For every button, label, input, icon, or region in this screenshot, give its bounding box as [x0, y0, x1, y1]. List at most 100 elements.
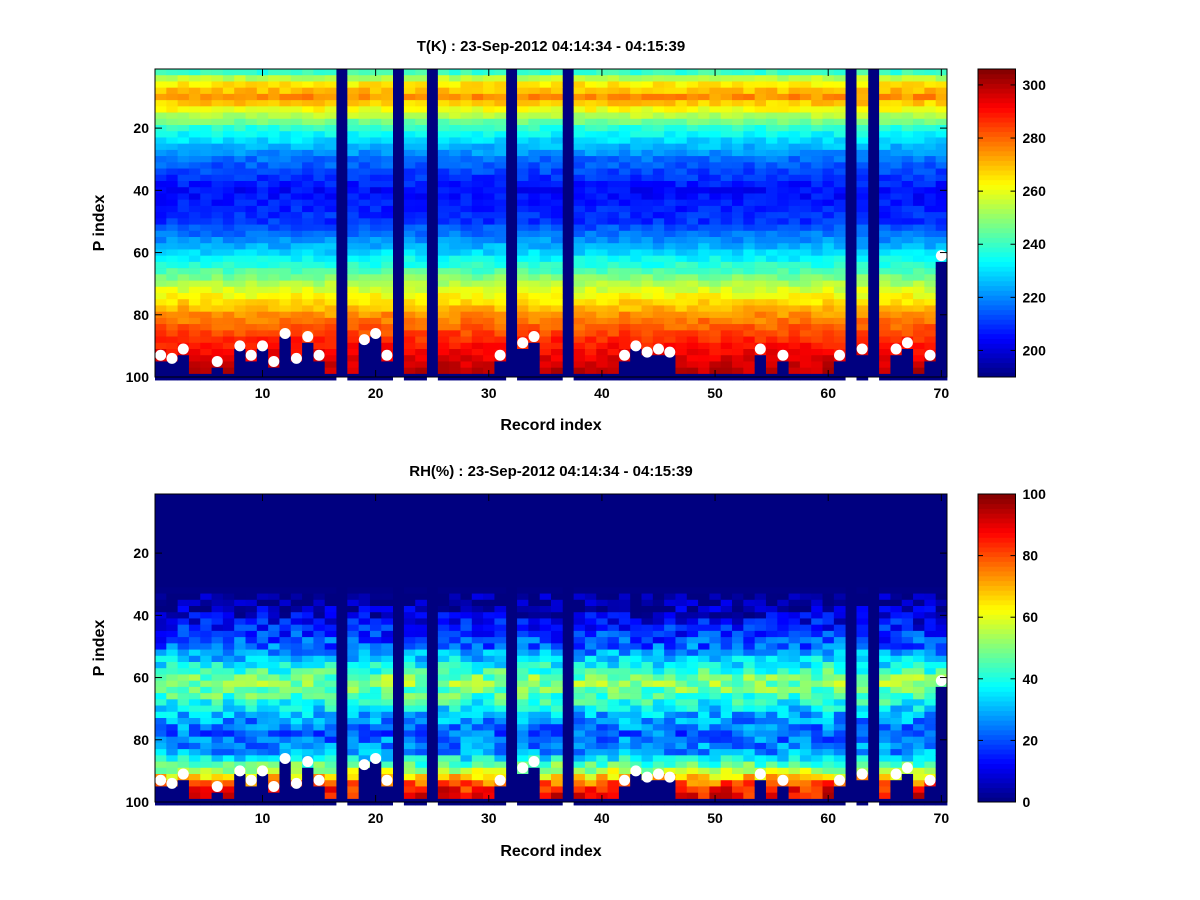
heatmap-cell	[437, 137, 450, 144]
heatmap-cell	[856, 355, 869, 362]
heatmap-cell	[369, 324, 382, 331]
heatmap-cell	[403, 187, 416, 194]
heatmap-cell	[449, 75, 461, 82]
heatmap-cell	[539, 112, 552, 120]
heatmap-cell	[618, 199, 631, 207]
heatmap-cell	[483, 293, 495, 300]
heatmap-cell	[732, 181, 744, 188]
heatmap-cell	[313, 317, 326, 325]
heatmap-cell	[347, 349, 360, 356]
heatmap-cell	[573, 286, 586, 294]
heatmap-cell	[517, 280, 529, 288]
heatmap-cell	[551, 69, 563, 76]
heatmap-cell	[403, 286, 416, 294]
heatmap-cell	[234, 599, 246, 607]
heatmap-cell	[460, 342, 473, 350]
heatmap-cell	[415, 593, 427, 601]
heatmap-cell	[596, 81, 608, 88]
heatmap-cell	[573, 349, 586, 356]
heatmap-cell	[166, 643, 179, 650]
heatmap-cell	[290, 174, 303, 182]
heatmap-cell	[630, 149, 642, 157]
heatmap-cell	[528, 69, 541, 76]
heatmap-cell	[765, 268, 778, 275]
heatmap-cell	[517, 562, 529, 569]
heatmap-cell	[177, 537, 190, 545]
heatmap-cell	[799, 299, 812, 306]
heatmap-cell	[234, 587, 246, 594]
heatmap-cell	[709, 293, 722, 300]
heatmap-cell	[471, 317, 484, 325]
heatmap-cell	[698, 218, 710, 225]
heatmap-cell	[551, 349, 563, 356]
heatmap-cell	[471, 305, 484, 312]
heatmap-cell	[460, 711, 473, 719]
heatmap-cell	[381, 112, 393, 120]
heatmap-cell	[222, 618, 235, 625]
heatmap-cell	[313, 367, 326, 375]
heatmap-cell	[890, 100, 903, 107]
heatmap-cell	[222, 630, 235, 638]
heatmap-cell	[460, 718, 473, 725]
heatmap-cell	[765, 87, 778, 95]
heatmap-cell	[596, 174, 608, 182]
heatmap-cell	[177, 755, 190, 762]
heatmap-cell	[313, 118, 326, 126]
heatmap-cell	[381, 537, 393, 545]
heatmap-cell	[765, 112, 778, 120]
heatmap-cell	[551, 261, 563, 269]
heatmap-cell	[551, 556, 563, 563]
heatmap-cell	[652, 230, 665, 238]
heatmap-cell	[211, 568, 224, 576]
heatmap-cell	[222, 494, 235, 501]
heatmap-cell	[302, 361, 314, 368]
heatmap-cell	[856, 162, 869, 169]
heatmap-cell	[200, 618, 212, 625]
heatmap-cell	[935, 218, 948, 225]
heatmap-cell	[200, 311, 212, 319]
heatmap-cell	[483, 243, 495, 250]
heatmap-cell	[369, 649, 382, 657]
heatmap-cell	[347, 367, 360, 375]
heatmap-cell	[607, 317, 620, 325]
heatmap-cell	[234, 674, 246, 681]
heatmap-cell	[302, 637, 314, 644]
heatmap-cell	[584, 255, 597, 263]
heatmap-cell	[369, 168, 382, 176]
heatmap-cell	[222, 255, 235, 263]
heatmap-cell	[494, 674, 507, 681]
heatmap-cell	[369, 643, 382, 650]
heatmap-cell	[415, 131, 427, 138]
heatmap-cell	[403, 324, 416, 331]
heatmap-cell	[403, 342, 416, 350]
heatmap-cell	[799, 131, 812, 138]
heatmap-cell	[517, 324, 529, 331]
heatmap-cell	[449, 568, 461, 576]
heatmap-cell	[573, 317, 586, 325]
heatmap-cell	[517, 224, 529, 232]
heatmap-cell	[437, 643, 450, 650]
heatmap-cell	[618, 75, 631, 82]
heatmap-cell	[358, 792, 371, 800]
heatmap-cell	[188, 749, 201, 756]
heatmap-cell	[324, 742, 337, 750]
heatmap-cell	[188, 286, 201, 294]
heatmap-cell	[833, 174, 846, 182]
heatmap-cell	[494, 100, 507, 107]
heatmap-cell	[811, 174, 823, 182]
heatmap-cell	[471, 668, 484, 675]
heatmap-cell	[211, 662, 224, 669]
heatmap-cell	[799, 100, 812, 107]
heatmap-cell	[188, 736, 201, 744]
heatmap-cell	[155, 299, 167, 306]
heatmap-cell	[924, 268, 937, 275]
heatmap-cell	[517, 237, 529, 244]
heatmap-cell	[788, 118, 801, 126]
heatmap-cell	[211, 525, 224, 532]
colorbar-swatch	[978, 261, 1016, 267]
heatmap-cell	[302, 680, 314, 688]
heatmap-cell	[200, 587, 212, 594]
heatmap-cell	[256, 199, 269, 207]
heatmap-cell	[381, 506, 393, 513]
heatmap-cell	[358, 317, 371, 325]
